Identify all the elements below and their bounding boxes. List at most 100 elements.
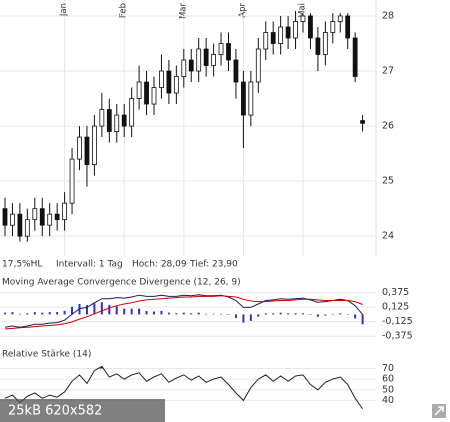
histogram-bar	[11, 312, 14, 315]
candle-body	[352, 37, 358, 77]
y-tick-label: 60	[382, 374, 394, 385]
candle-body	[173, 76, 179, 94]
candle-body	[322, 32, 328, 55]
histogram-bar	[175, 313, 178, 315]
y-tick-label: 25	[382, 176, 394, 187]
candle-body	[203, 48, 209, 66]
month-label: Apr	[238, 3, 248, 18]
candle-body	[47, 213, 53, 226]
y-tick-label: -0,125	[382, 316, 413, 327]
month-label: Feb	[119, 3, 129, 18]
candle-body	[92, 125, 97, 166]
candle-body	[32, 208, 38, 221]
histogram-bar	[108, 305, 111, 315]
candle-body	[106, 109, 112, 132]
histogram-bar	[302, 313, 304, 315]
candle-body	[77, 136, 82, 160]
rsi-line	[4, 365, 364, 410]
candle-body	[69, 158, 75, 204]
info-text: Hoch: 28,09	[132, 260, 187, 270]
histogram-bar	[309, 314, 312, 315]
histogram-bar	[153, 311, 155, 315]
macd-line	[4, 295, 363, 330]
histogram-bar	[346, 314, 349, 315]
candle-body	[166, 70, 172, 94]
candle-body	[270, 32, 276, 44]
histogram-bar	[100, 302, 103, 315]
histogram-bar	[227, 314, 230, 315]
histogram-bar	[123, 308, 126, 315]
candle-body	[226, 43, 231, 61]
candle-body	[17, 213, 23, 237]
histogram-bar	[145, 310, 148, 315]
candle-body	[285, 26, 291, 39]
candle-body	[181, 59, 187, 77]
candle-body	[2, 208, 8, 226]
histogram-bar	[279, 312, 282, 315]
candle-body	[248, 81, 254, 116]
candle-body	[360, 120, 366, 124]
histogram-bar	[26, 313, 29, 315]
y-tick-label: 40	[382, 395, 394, 406]
y-tick-label: 28	[382, 10, 394, 21]
histogram-bar	[316, 314, 319, 317]
candle-body	[300, 15, 306, 22]
histogram-bar	[339, 313, 342, 315]
histogram-bar	[197, 312, 200, 315]
y-tick-label: 26	[382, 121, 394, 132]
histogram-bar	[56, 312, 59, 315]
candle-body	[188, 59, 194, 72]
month-label: Mar	[178, 3, 188, 20]
histogram-bar	[249, 314, 252, 321]
histogram-bar	[234, 314, 237, 318]
y-tick-label: 24	[382, 231, 394, 242]
histogram-bar	[205, 313, 208, 315]
candle-body	[255, 48, 261, 83]
candle-body	[315, 37, 321, 55]
candle-body	[114, 114, 120, 132]
rsi-title: Relative Stärke (14)	[2, 350, 91, 360]
candle-body	[136, 81, 142, 99]
histogram-bar	[257, 314, 260, 317]
month-label: Mai	[298, 3, 308, 18]
histogram-bar	[71, 306, 74, 315]
histogram-bar	[264, 313, 267, 315]
histogram-bar	[190, 313, 193, 315]
histogram-bar	[48, 312, 51, 315]
y-tick-label: 50	[382, 384, 394, 395]
histogram-bar	[160, 310, 163, 315]
candle-body	[345, 15, 351, 39]
histogram-bar	[167, 312, 170, 315]
histogram-bar	[324, 314, 327, 316]
candle-body	[218, 43, 224, 55]
histogram-bar	[242, 314, 245, 323]
histogram-bar	[354, 314, 357, 319]
histogram-bar	[212, 313, 215, 315]
candle-body	[10, 213, 15, 226]
macd-title: Moving Average Convergence Divergence (1…	[2, 278, 241, 288]
y-tick-label: -0,375	[382, 331, 413, 342]
candle-body	[196, 48, 202, 72]
expand-icon-arrow	[434, 406, 444, 416]
candle-body	[99, 109, 105, 127]
info-text: 17,5%HL	[2, 260, 42, 270]
histogram-bar	[220, 313, 223, 315]
candle-body	[337, 15, 343, 22]
candle-body	[159, 70, 164, 88]
overlay-box	[0, 399, 165, 422]
candle-body	[308, 15, 313, 39]
candle-body	[263, 32, 269, 50]
histogram-bar	[361, 314, 364, 325]
candle-body	[144, 81, 149, 105]
info-text: Tief: 23,90	[189, 260, 238, 270]
macd-line	[4, 294, 363, 328]
histogram-bar	[18, 313, 21, 315]
candle-body	[278, 26, 284, 44]
info-text: Intervall: 1 Tag	[56, 260, 123, 270]
candle-body	[129, 98, 135, 127]
candle-body	[39, 208, 45, 226]
histogram-bar	[33, 312, 36, 315]
y-tick-label: 27	[382, 66, 394, 77]
